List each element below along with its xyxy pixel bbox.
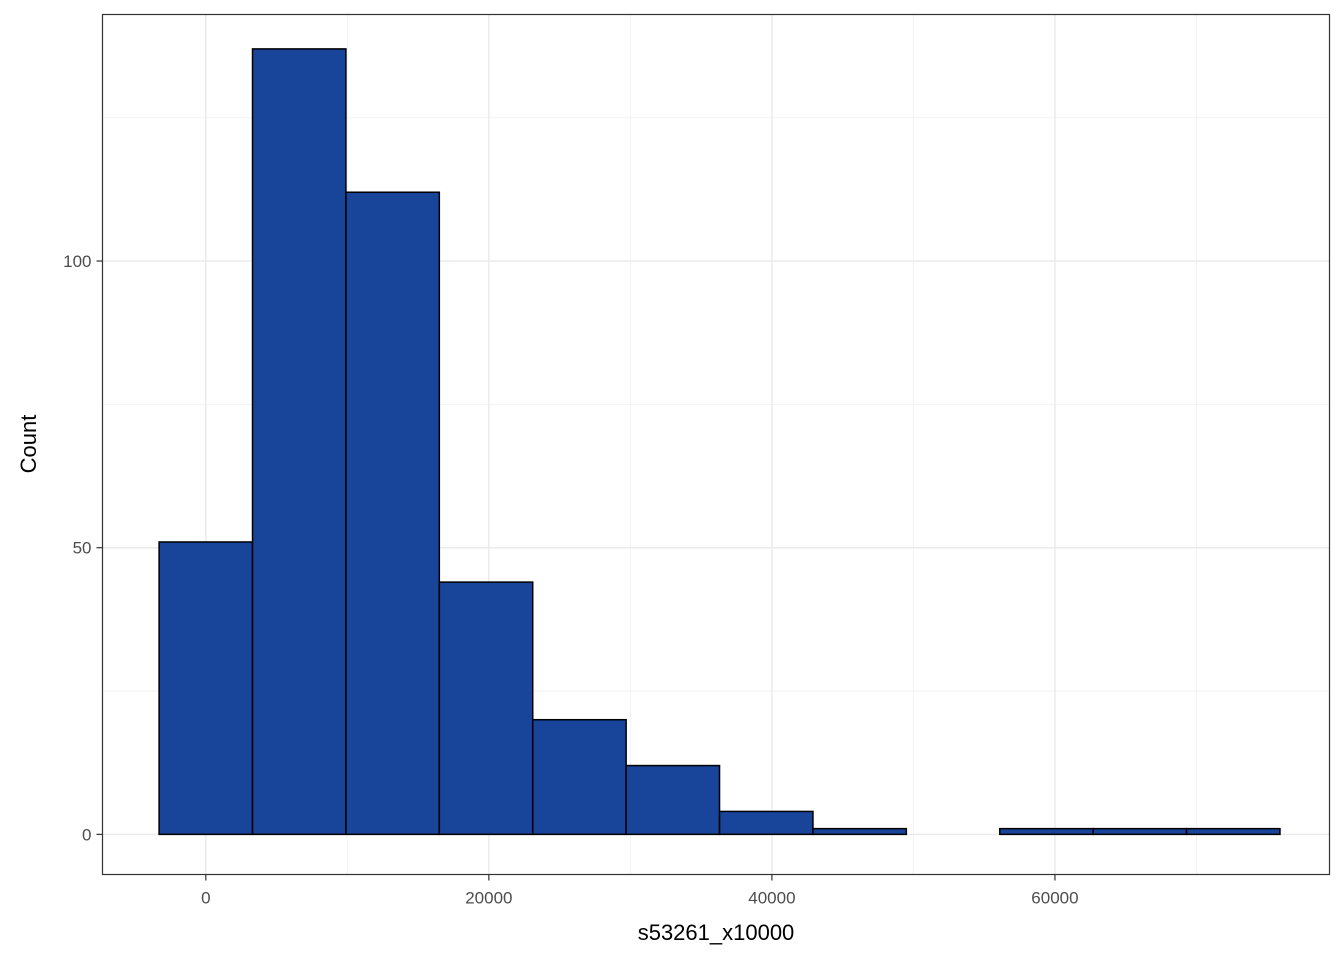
x-axis-ticks: 0 20000 40000 60000 — [201, 874, 1079, 908]
y-axis-title: Count — [16, 415, 41, 474]
plot-panel-border — [101, 13, 1331, 876]
histogram-bar — [718, 810, 814, 836]
x-tick-label: 60000 — [1031, 889, 1078, 908]
x-axis-title: s53261_x10000 — [638, 920, 795, 945]
y-axis-ticks: 0 50 100 — [63, 252, 103, 844]
x-tick-label: 20000 — [465, 889, 512, 908]
histogram-bar — [438, 581, 534, 836]
x-tick-label: 40000 — [748, 889, 795, 908]
histogram-bar — [345, 191, 441, 836]
histogram-bar — [531, 718, 627, 836]
histogram-bar — [251, 48, 347, 836]
histogram-bar — [158, 541, 254, 836]
histogram-bar — [625, 764, 721, 836]
histogram-bar — [999, 827, 1094, 836]
y-tick-label: 0 — [82, 825, 91, 844]
minor-gridlines — [102, 14, 1330, 875]
y-tick-label: 100 — [63, 252, 91, 271]
histogram-bar — [1092, 827, 1188, 836]
x-tick-label: 0 — [201, 889, 210, 908]
y-tick-label: 50 — [73, 539, 92, 558]
histogram-bar — [1185, 827, 1281, 836]
histogram-bars — [158, 48, 1281, 836]
histogram-bar — [812, 827, 908, 836]
